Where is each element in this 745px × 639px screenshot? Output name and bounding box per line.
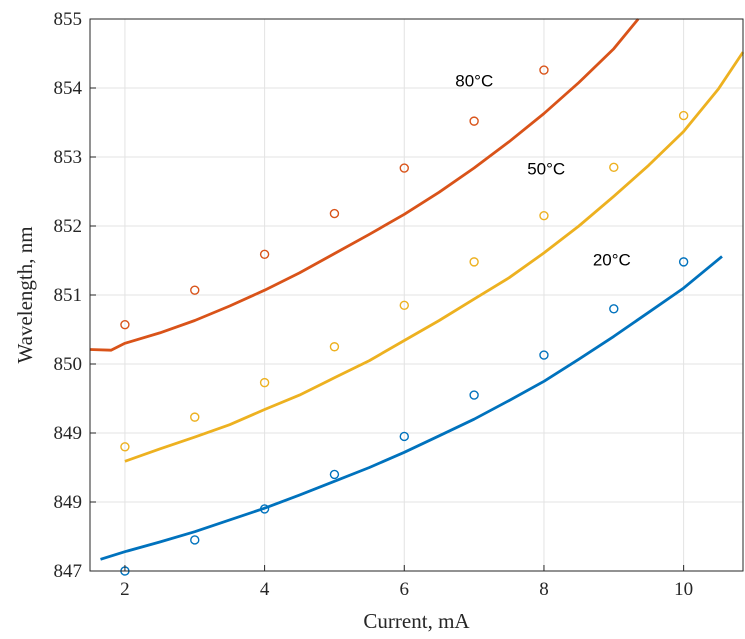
series-2-data-point: [120, 319, 130, 330]
series-0-data-point: [399, 431, 409, 442]
y-tick-label: 853: [54, 147, 83, 168]
x-tick-label: 8: [539, 579, 549, 600]
series-0-data-point: [609, 304, 619, 314]
series-0: [100, 255, 723, 576]
y-axis: 847 849 849 850 851 852 853 854 855: [54, 9, 96, 582]
x-tick-label: 2: [120, 579, 130, 600]
series-2-data-point: [399, 163, 409, 173]
y-tick-label: 852: [54, 216, 83, 237]
series-2: [89, 18, 640, 352]
series-0-data-point: [329, 469, 340, 480]
series-2-data-point: [539, 65, 549, 75]
series-0-data-point: [190, 535, 200, 545]
series-1-data-point: [329, 342, 340, 352]
series-2-data-point: [329, 208, 340, 219]
series-0-data-point: [678, 257, 689, 267]
grid: [90, 18, 743, 572]
y-tick-label: 849: [54, 492, 83, 513]
x-tick-label: 10: [674, 579, 693, 600]
y-tick-label: 854: [54, 78, 83, 99]
x-axis-label: Current, mA: [363, 609, 470, 633]
series-2-data-point: [469, 116, 479, 126]
series-1-data-point: [190, 412, 200, 422]
series-2-fit-line: [89, 18, 640, 352]
y-tick-label: 850: [54, 354, 83, 375]
y-tick-label: 855: [54, 9, 83, 30]
series-0-fit-line: [100, 255, 723, 561]
y-tick-label: 849: [54, 423, 83, 444]
series-0-data-point: [259, 504, 270, 514]
series-2-data-point: [190, 285, 200, 295]
series-1-data-point: [609, 162, 619, 173]
series-1-data-point: [539, 210, 549, 221]
series-1-data-point: [259, 377, 270, 388]
annotation-label: 50°C: [527, 159, 565, 178]
series-1-fit-line: [124, 51, 745, 463]
series-0-data-point: [539, 350, 549, 360]
y-tick-label: 851: [54, 285, 83, 306]
x-axis: 2 4 6 8 10: [120, 565, 693, 600]
series-1-data-point: [469, 257, 479, 267]
annotations: 80°C 50°C 20°C: [455, 72, 631, 270]
series-layer: [89, 18, 745, 576]
y-axis-label: Wavelength, nm: [13, 226, 37, 363]
series-1-data-point: [678, 110, 689, 121]
series-1-data-point: [120, 442, 130, 452]
y-tick-label: 847: [54, 561, 83, 582]
annotation-label: 20°C: [593, 250, 631, 269]
series-1: [120, 51, 745, 463]
series-2-data-point: [259, 249, 270, 259]
series-0-data-point: [469, 390, 479, 400]
series-1-data-point: [399, 300, 409, 311]
annotation-label: 80°C: [455, 72, 493, 91]
x-tick-label: 6: [400, 579, 410, 600]
x-tick-label: 4: [260, 579, 270, 600]
